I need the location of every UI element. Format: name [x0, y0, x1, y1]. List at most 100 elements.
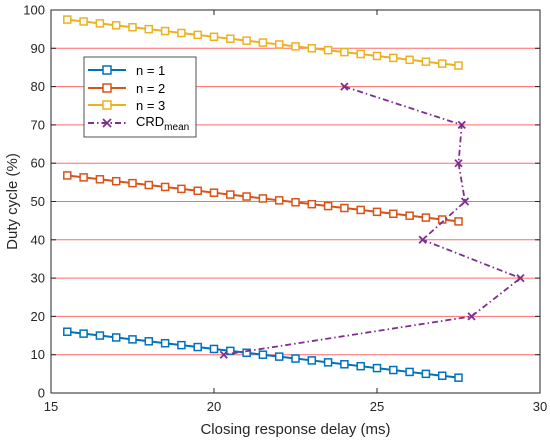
series-2-point-21 — [405, 55, 414, 65]
series-0-point-22 — [421, 369, 431, 379]
series-3-point-4 — [418, 235, 427, 244]
y-axis-label: Duty cycle (%) — [4, 153, 21, 250]
series-1-point-24 — [454, 217, 463, 226]
series-0-point-3 — [111, 333, 121, 342]
y-tick-label-0: 0 — [38, 386, 45, 401]
series-1-point-18 — [356, 205, 365, 215]
series-2-point-3 — [111, 21, 121, 30]
series-2-point-0 — [63, 15, 72, 24]
series-2-point-8 — [193, 30, 202, 40]
series-2-point-13 — [274, 40, 284, 49]
series-2-point-2 — [95, 19, 105, 28]
x-tick-label-25: 25 — [370, 399, 384, 414]
series-3-point-7 — [219, 350, 228, 359]
series-0-point-17 — [340, 360, 349, 369]
series-1-point-6 — [160, 182, 170, 192]
series-0-point-11 — [242, 348, 251, 358]
series-1-point-3 — [111, 176, 121, 186]
series-1-point-12 — [258, 194, 268, 203]
series-0-point-0 — [63, 327, 72, 336]
series-line-3 — [223, 85, 523, 356]
series-0-point-5 — [144, 337, 154, 346]
legend-marker-crd — [102, 118, 112, 128]
series-0-point-1 — [79, 329, 88, 338]
series-2-point-15 — [307, 44, 317, 53]
series-1-point-9 — [209, 188, 219, 197]
x-tick-label-20: 20 — [207, 399, 221, 414]
series-2-point-11 — [242, 36, 251, 45]
series-2-point-6 — [160, 26, 170, 36]
series-group — [63, 15, 525, 382]
series-3-point-6 — [467, 312, 476, 321]
series-1-point-14 — [291, 198, 300, 207]
series-0-point-8 — [193, 342, 202, 352]
series-1-point-16 — [323, 201, 333, 211]
y-tick-label-20: 20 — [31, 309, 45, 324]
series-0-point-20 — [389, 365, 398, 375]
series-1-point-11 — [242, 192, 251, 201]
series-2-point-16 — [323, 45, 333, 55]
series-0-point-16 — [323, 358, 333, 367]
series-0-point-2 — [95, 331, 105, 340]
series-1-point-22 — [421, 213, 431, 222]
series-2-point-9 — [209, 32, 219, 42]
y-tick-label-90: 90 — [31, 41, 45, 56]
series-1-point-8 — [193, 186, 202, 196]
y-tick-label-50: 50 — [31, 194, 45, 209]
series-0-point-19 — [372, 363, 382, 373]
series-1-point-15 — [307, 199, 317, 209]
series-2-point-24 — [454, 61, 463, 70]
series-1-point-13 — [274, 196, 284, 205]
y-tick-label-40: 40 — [31, 232, 45, 247]
series-1-point-2 — [95, 175, 105, 184]
series-2-point-14 — [291, 42, 300, 51]
series-2-point-18 — [356, 49, 365, 59]
legend-label-n2: n = 2 — [136, 81, 165, 96]
series-2-point-17 — [340, 47, 349, 57]
y-tick-label-30: 30 — [31, 271, 45, 286]
series-1-point-1 — [79, 173, 88, 182]
legend-label-n1: n = 1 — [136, 63, 165, 78]
legend-label-crd-main: CRD — [136, 114, 164, 129]
series-0-point-4 — [128, 335, 137, 344]
y-tick-label-10: 10 — [31, 347, 45, 362]
series-0-point-23 — [437, 371, 447, 381]
series-0-point-18 — [356, 361, 365, 371]
series-0-point-7 — [177, 340, 186, 350]
series-0-point-12 — [258, 350, 268, 359]
series-1-point-17 — [340, 203, 349, 213]
series-0-point-15 — [307, 356, 317, 365]
series-0-point-24 — [454, 373, 463, 382]
series-2-point-23 — [437, 59, 447, 68]
series-0-point-6 — [160, 338, 170, 348]
y-tick-label-100: 100 — [23, 3, 45, 18]
y-tick-label-70: 70 — [31, 117, 45, 132]
legend-marker-n1 — [102, 65, 112, 75]
series-1-point-5 — [144, 180, 154, 190]
series-2-point-12 — [258, 38, 268, 47]
legend-label-crd: CRDmean — [136, 114, 189, 133]
series-1-point-7 — [177, 184, 186, 194]
series-1-point-4 — [128, 178, 137, 188]
series-0-point-13 — [274, 352, 284, 361]
series-1-point-0 — [63, 171, 72, 180]
x-tick-label-15: 15 — [44, 399, 58, 414]
x-axis-label: Closing response delay (ms) — [200, 421, 390, 438]
y-tick-label-80: 80 — [31, 79, 45, 94]
series-1-point-20 — [389, 209, 398, 219]
legend-label-n3: n = 3 — [136, 98, 165, 113]
series-2-point-19 — [372, 51, 382, 61]
series-3-point-3 — [460, 197, 470, 206]
series-2-point-22 — [421, 57, 431, 66]
series-1-point-10 — [226, 190, 235, 199]
series-3-point-0 — [340, 82, 349, 91]
legend-label-crd-subscript: mean — [164, 122, 189, 133]
series-2-point-1 — [79, 17, 88, 26]
axis-ticks: 0 10 20 30 40 50 60 70 80 90 100 15 20 25 30 — [23, 3, 547, 415]
series-0-point-14 — [291, 354, 300, 363]
series-2-point-5 — [144, 24, 154, 34]
series-1-point-21 — [405, 211, 414, 220]
series-3-point-5 — [516, 273, 525, 283]
series-2-point-7 — [177, 28, 186, 38]
